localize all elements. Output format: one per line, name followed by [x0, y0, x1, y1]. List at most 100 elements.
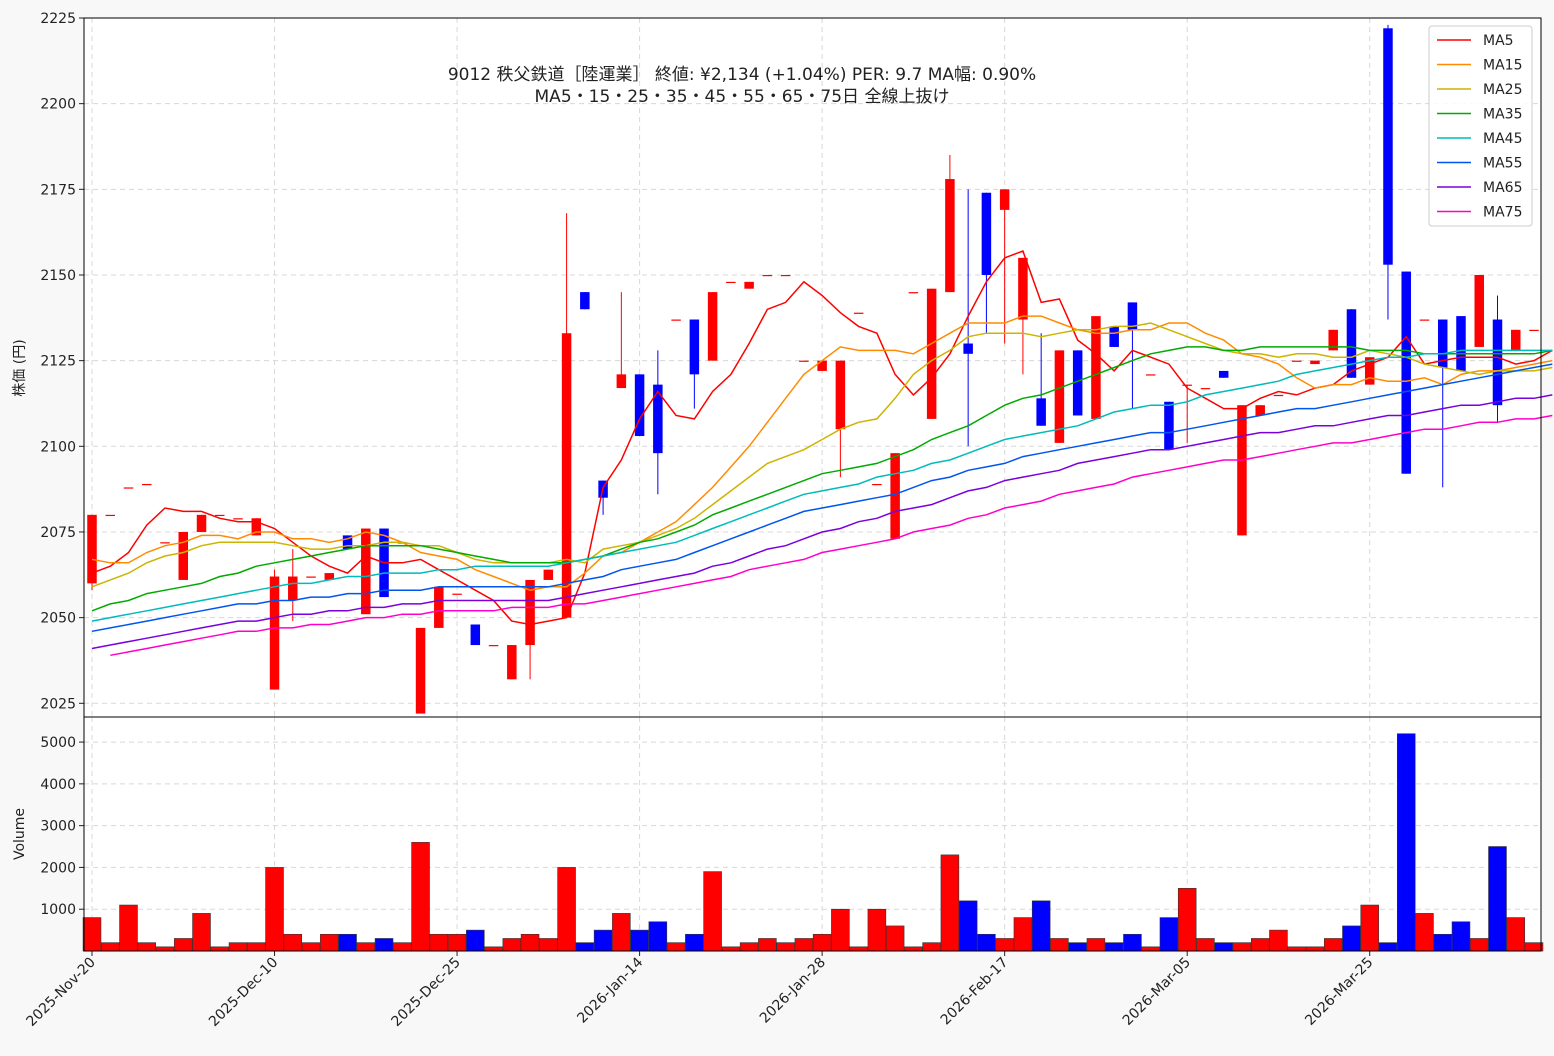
volume-bar — [1433, 933, 1452, 952]
candle-body — [1072, 350, 1083, 416]
volume-bar — [1524, 942, 1544, 952]
volume-axis-label: Volume — [12, 808, 28, 860]
legend-label: MA15 — [1483, 58, 1522, 74]
candle-body — [142, 484, 152, 486]
candle-body — [963, 343, 973, 354]
legend-box — [1428, 25, 1533, 227]
candle-body — [324, 573, 335, 580]
volume-bar — [1378, 942, 1398, 952]
candle-body — [580, 292, 590, 310]
volume-bar — [1013, 917, 1033, 952]
volume-bar — [575, 942, 595, 952]
candle-body — [215, 514, 225, 517]
volume-bar — [1086, 938, 1106, 952]
volume-bar — [648, 921, 668, 952]
candle-body — [178, 531, 189, 580]
candle-body — [288, 576, 298, 601]
volume-bar — [1177, 888, 1197, 952]
volume-bar — [356, 942, 376, 952]
candle-body — [1054, 350, 1065, 443]
ma-line-ma25 — [91, 322, 1553, 588]
candle-body — [1145, 374, 1156, 376]
volume-bar — [265, 867, 284, 952]
candle-body — [1529, 329, 1539, 332]
legend-label: MA65 — [1483, 180, 1522, 196]
volume-bar — [703, 871, 722, 952]
candle-body — [726, 281, 736, 284]
candle-body — [470, 624, 481, 646]
candle-body — [1364, 357, 1375, 385]
price-tick-label: 2175 — [40, 182, 76, 198]
volume-bar — [1287, 946, 1306, 952]
price-tick-label: 2075 — [40, 525, 76, 541]
candle-body — [1328, 329, 1338, 351]
volume-bar — [247, 942, 266, 952]
volume-bar — [447, 933, 467, 952]
volume-bar — [1232, 942, 1252, 952]
candle-body — [981, 192, 992, 275]
candle-body — [1036, 398, 1046, 426]
volume-bar — [429, 933, 449, 952]
legend-label: MA5 — [1483, 33, 1514, 49]
volume-tick-label: 4000 — [40, 777, 76, 793]
volume-bar — [885, 925, 905, 952]
volume-bar — [721, 946, 741, 952]
volume-bar — [904, 946, 923, 952]
candle-body — [123, 487, 134, 489]
volume-bar — [374, 938, 394, 952]
volume-bar — [812, 933, 832, 952]
volume-bar — [1469, 938, 1489, 952]
candle-body — [1401, 271, 1411, 474]
candle-body — [1474, 274, 1484, 347]
volume-bar — [995, 938, 1014, 952]
candle-body — [853, 312, 864, 314]
volume-tick-label: 5000 — [40, 735, 76, 751]
candle-body — [105, 514, 115, 517]
candle-body — [653, 384, 663, 454]
volume-bar — [1269, 929, 1288, 952]
volume-bar — [940, 854, 960, 952]
volume-bar — [666, 942, 686, 952]
candle-body — [999, 189, 1010, 210]
volume-bar — [685, 933, 704, 952]
candle-body — [1291, 360, 1302, 362]
price-tick-label: 2050 — [40, 611, 76, 627]
chart-title-line1: 9012 秩父鉄道［陸運業］ 終値: ¥2,134 (+1.04%) PER: … — [448, 65, 1036, 85]
volume-tick-label: 2000 — [40, 860, 76, 876]
candle-body — [507, 645, 517, 680]
candle-body — [1127, 302, 1138, 330]
volume-bar — [758, 938, 777, 952]
price-tick-label: 2100 — [40, 439, 76, 455]
candle-body — [1273, 394, 1284, 397]
candle-body — [342, 535, 353, 550]
volume-bar — [174, 938, 193, 952]
volume-bar — [1068, 942, 1087, 952]
candle-body — [1437, 319, 1448, 368]
candle-body — [233, 518, 243, 520]
volume-bar — [630, 929, 649, 952]
candle-body — [908, 292, 919, 294]
price-axis-label: 株価 (円) — [12, 339, 28, 396]
candle-body — [434, 586, 444, 628]
volume-bar — [1305, 946, 1325, 952]
candle-body — [1237, 405, 1247, 536]
candle-body — [707, 292, 718, 361]
volume-bar — [1488, 846, 1507, 952]
volume-bar — [228, 942, 248, 952]
volume-bar — [320, 933, 339, 952]
candle-body — [1255, 405, 1265, 416]
ma-line-ma55 — [91, 363, 1553, 633]
volume-bar — [1415, 913, 1434, 952]
candle-body — [525, 579, 535, 646]
volume-bar — [520, 933, 540, 952]
volume-bar — [192, 913, 211, 952]
volume-bar — [922, 942, 941, 952]
volume-bar — [1031, 900, 1051, 952]
legend-label: MA55 — [1483, 156, 1522, 172]
volume-bar — [958, 900, 978, 952]
volume-bar — [849, 946, 868, 952]
volume-frame — [83, 716, 1542, 952]
candle-body — [306, 576, 316, 578]
volume-bar — [1323, 938, 1343, 952]
